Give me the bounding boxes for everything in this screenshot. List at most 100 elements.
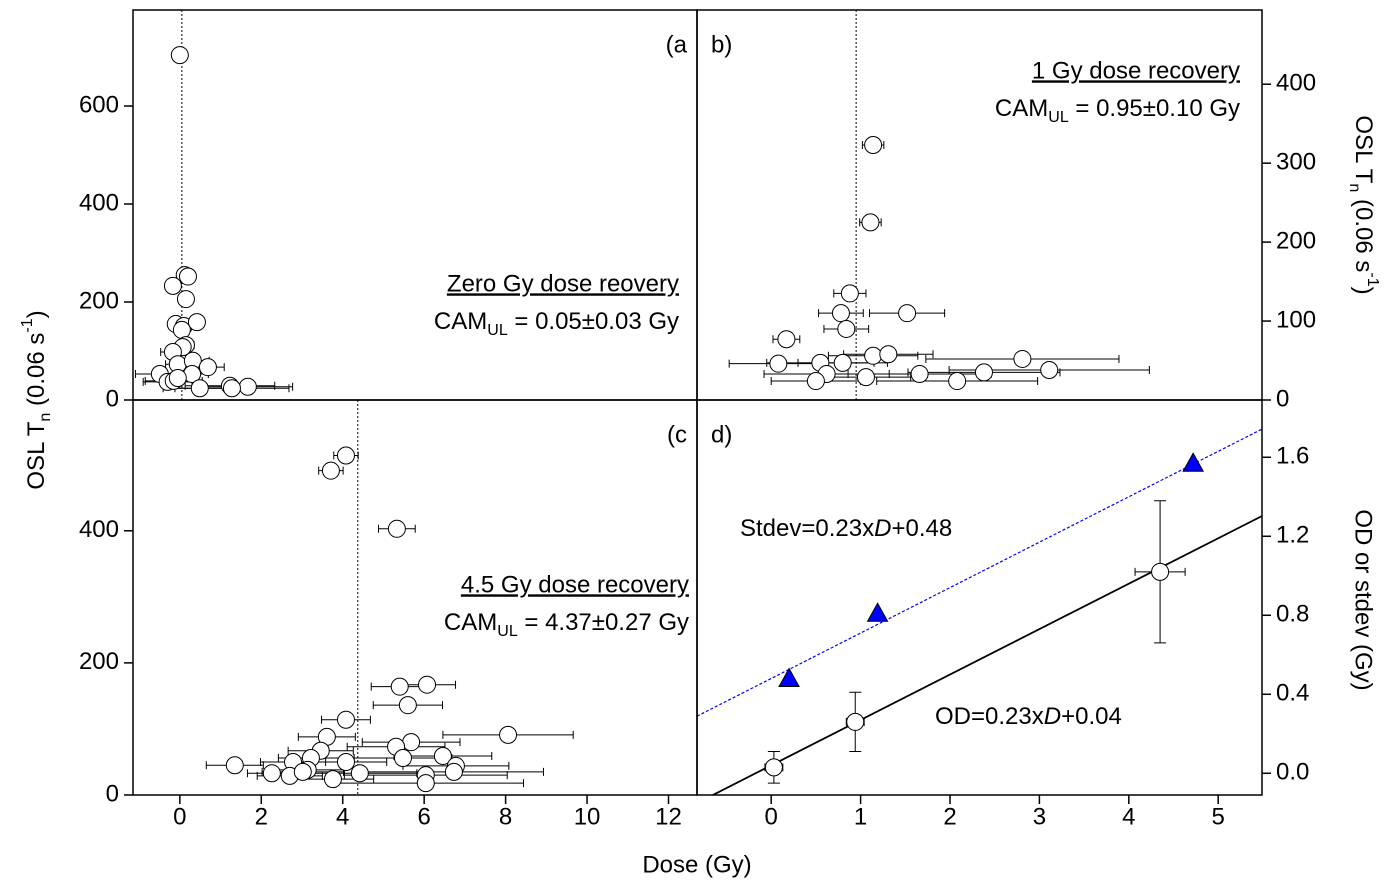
subscript: UL xyxy=(1048,109,1069,126)
point xyxy=(499,725,518,744)
axis-label-text: OSL T xyxy=(1350,115,1377,183)
cam-text: = 0.95±0.10 Gy xyxy=(1069,95,1240,122)
panel-frame xyxy=(696,399,1263,796)
y-tick-label: 400 xyxy=(1276,70,1316,97)
axis-label: OD or stdev (Gy) xyxy=(1350,509,1377,690)
point xyxy=(163,276,182,295)
panel xyxy=(134,10,294,400)
point xyxy=(840,284,859,303)
panel-label: (a xyxy=(666,31,688,58)
point xyxy=(837,319,856,338)
cam-text: = 0.05±0.03 Gy xyxy=(508,308,679,335)
y-tick-label: 100 xyxy=(1276,306,1316,333)
point xyxy=(416,774,435,793)
axis-label: OSL Tn (0.06 s-1) xyxy=(19,310,54,489)
point xyxy=(350,764,369,783)
y-tick-label: 0 xyxy=(106,780,119,807)
point xyxy=(833,353,852,372)
y-tick-label: 0 xyxy=(106,385,119,412)
x-tick-label: 5 xyxy=(1212,803,1225,830)
panel xyxy=(205,400,574,795)
y-tick-label: 0 xyxy=(1276,385,1289,412)
y-tick-label: 400 xyxy=(79,189,119,216)
point xyxy=(336,752,355,771)
axis-label-text: (0.06 s xyxy=(1350,192,1377,272)
subscript: n xyxy=(1346,183,1363,192)
x-tick-label: 0 xyxy=(765,803,778,830)
point xyxy=(898,304,917,323)
point xyxy=(393,749,412,768)
point xyxy=(387,519,406,538)
fit-label-part: D xyxy=(874,515,891,542)
point xyxy=(172,320,191,339)
y-tick-label: 0.0 xyxy=(1276,759,1309,786)
point xyxy=(974,363,993,382)
point xyxy=(336,710,355,729)
x-axis-label: Dose (Gy) xyxy=(642,851,751,878)
x-tick-label: 2 xyxy=(255,803,268,830)
point xyxy=(225,756,244,775)
superscript: -1 xyxy=(19,318,36,332)
point xyxy=(190,379,209,398)
axis-label-text: OSL T xyxy=(23,421,50,489)
y-tick-label: 200 xyxy=(1276,227,1316,254)
x-tick-label: 2 xyxy=(943,803,956,830)
point xyxy=(444,762,463,781)
axis-label-text: ) xyxy=(1350,287,1377,295)
x-tick-label: 4 xyxy=(336,803,349,830)
point xyxy=(198,358,217,377)
panel-label: b) xyxy=(711,31,732,58)
x-tick-label: 0 xyxy=(173,803,186,830)
x-tick-label: 10 xyxy=(574,803,601,830)
fit-label-part: +0.48 xyxy=(891,515,952,542)
subscript: n xyxy=(37,413,54,422)
point xyxy=(390,677,409,696)
point xyxy=(769,354,788,373)
x-tick-label: 6 xyxy=(417,803,430,830)
point xyxy=(1182,452,1205,472)
point xyxy=(176,290,195,309)
fit-label-part: OD=0.23x xyxy=(935,703,1044,730)
x-tick-label: 12 xyxy=(655,803,682,830)
point xyxy=(170,46,189,65)
x-tick-label: 1 xyxy=(854,803,867,830)
y-tick-label: 0.8 xyxy=(1276,601,1309,628)
panel-label: (c xyxy=(667,421,687,448)
y-tick-label: 1.6 xyxy=(1276,443,1309,470)
point xyxy=(222,379,241,398)
annotation-cam: CAMUL = 4.37±0.27 Gy xyxy=(444,609,689,640)
point xyxy=(293,762,312,781)
fit-label-part: Stdev=0.23x xyxy=(740,515,874,542)
annotation-title: 1 Gy dose recovery xyxy=(1032,57,1240,84)
subscript: UL xyxy=(487,322,508,339)
point xyxy=(861,213,880,232)
axis-label-text: ) xyxy=(23,310,50,318)
point xyxy=(910,364,929,383)
y-tick-label: 0.4 xyxy=(1276,680,1309,707)
superscript: -1 xyxy=(1364,272,1381,286)
point xyxy=(433,747,452,766)
fit-label-part: +0.04 xyxy=(1061,703,1122,730)
y-tick-label: 400 xyxy=(79,516,119,543)
fit-line xyxy=(710,515,1262,795)
cam-text: = 4.37±0.27 Gy xyxy=(518,609,689,636)
fit-label-part: D xyxy=(1044,703,1061,730)
fit-label: Stdev=0.23xD+0.48 xyxy=(740,515,952,542)
point xyxy=(323,770,342,789)
axis-label: OSL Tn (0.06 s-1) xyxy=(1346,115,1381,294)
panel xyxy=(697,428,1262,795)
annotation-title: 4.5 Gy dose recovery xyxy=(461,571,689,598)
point xyxy=(831,304,850,323)
point xyxy=(856,368,875,387)
point xyxy=(806,372,825,391)
point xyxy=(879,345,898,364)
point xyxy=(321,461,340,480)
point xyxy=(948,372,967,391)
point xyxy=(168,368,187,387)
cam-text: CAM xyxy=(434,308,487,335)
cam-text: CAM xyxy=(444,609,497,636)
point xyxy=(777,330,796,349)
point xyxy=(1013,349,1032,368)
subscript: UL xyxy=(497,623,518,640)
